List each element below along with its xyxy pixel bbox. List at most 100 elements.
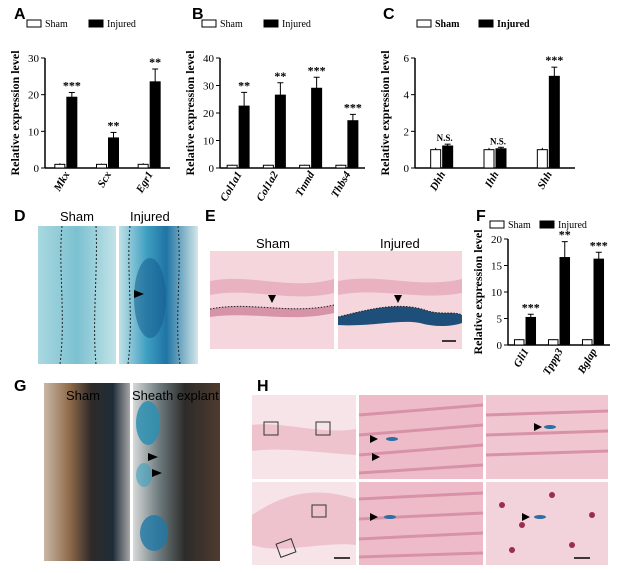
bar-chart-f: 0 5 10 15 20 Relative expression level Sham Inj… bbox=[471, 220, 610, 377]
bar-injured bbox=[593, 258, 605, 346]
significance-label: ** bbox=[108, 118, 120, 132]
panel-g-images bbox=[44, 383, 220, 561]
legend-label-injured: Injured bbox=[107, 19, 136, 30]
legend-label-injured: Injured bbox=[282, 19, 311, 30]
x-category-label: Dhh bbox=[427, 170, 448, 194]
panel-d-photo bbox=[38, 226, 198, 364]
significance-label: ** bbox=[238, 78, 250, 92]
panel-letter-c: C bbox=[383, 6, 395, 23]
panel-e-images bbox=[210, 251, 462, 349]
significance-label: *** bbox=[344, 100, 362, 114]
panel-letter-h: H bbox=[257, 378, 269, 395]
y-tick-label: 6 bbox=[404, 53, 410, 65]
panel-d-label-injured: Injured bbox=[130, 209, 170, 224]
y-tick-label: 15 bbox=[491, 261, 503, 273]
significance-label: *** bbox=[308, 63, 326, 77]
bar-chart-c: 0 2 4 6 Relative expression level Sham Injured… bbox=[378, 19, 575, 194]
bar-sham bbox=[536, 149, 548, 169]
x-category-label: Ihh bbox=[482, 170, 501, 191]
y-tick-label: 40 bbox=[203, 53, 215, 65]
x-category-label: Shh bbox=[535, 170, 555, 192]
y-tick-label: 10 bbox=[491, 287, 503, 299]
panel-letter-e: E bbox=[205, 208, 216, 225]
significance-label: ** bbox=[149, 55, 161, 69]
bar-sham bbox=[96, 163, 107, 169]
bar-sham bbox=[335, 164, 347, 169]
x-category-label: Col1a2 bbox=[254, 169, 281, 203]
legend-swatch-sham bbox=[489, 220, 505, 229]
bar-chart-a: 0 10 20 30 Relative expression level Sham Inju… bbox=[8, 19, 170, 196]
y-axis-label: Relative expression level bbox=[8, 50, 22, 176]
y-tick-label: 30 bbox=[28, 53, 40, 65]
x-category-label: Scx bbox=[95, 169, 114, 190]
bar-injured bbox=[548, 75, 560, 169]
legend-swatch-sham bbox=[416, 19, 432, 28]
significance-label: *** bbox=[63, 78, 81, 92]
legend-swatch-sham bbox=[26, 19, 42, 28]
bar-sham bbox=[262, 164, 274, 169]
x-category-label: Mkx bbox=[51, 169, 73, 194]
bar-sham bbox=[483, 149, 495, 169]
y-axis-label: Relative expression level bbox=[378, 50, 392, 176]
x-category-label: Col1a1 bbox=[218, 170, 245, 204]
panel-letter-b: B bbox=[192, 6, 204, 23]
x-category-label: Thbs4 bbox=[329, 169, 354, 200]
legend-label-injured: Injured bbox=[497, 19, 530, 30]
legend-label-sham: Sham bbox=[45, 19, 68, 30]
bar-injured bbox=[525, 316, 537, 346]
panel-h-photo bbox=[252, 395, 608, 565]
x-category-label: Tnmd bbox=[293, 169, 317, 199]
panel-h-images bbox=[252, 395, 608, 565]
bar-injured bbox=[442, 145, 454, 169]
panel-e-label-injured: Injured bbox=[380, 236, 420, 251]
y-tick-label: 2 bbox=[404, 126, 410, 138]
y-tick-label: 20 bbox=[491, 234, 503, 246]
y-tick-label: 5 bbox=[497, 314, 503, 326]
bar-injured bbox=[238, 105, 250, 169]
significance-label: *** bbox=[590, 238, 608, 252]
bar-sham bbox=[299, 164, 311, 169]
significance-label: ** bbox=[274, 69, 286, 83]
y-tick-label: 4 bbox=[404, 90, 410, 102]
significance-label: N.S. bbox=[437, 133, 453, 143]
bar-sham bbox=[430, 149, 442, 169]
y-tick-label: 20 bbox=[203, 108, 215, 120]
bar-injured bbox=[274, 94, 286, 169]
panel-e-photo bbox=[210, 251, 462, 349]
y-axis-label: Relative expression level bbox=[471, 229, 485, 355]
y-tick-label: 0 bbox=[34, 163, 40, 175]
significance-label: ** bbox=[559, 228, 571, 242]
legend-label-sham: Sham bbox=[435, 19, 460, 30]
panel-d-label-sham: Sham bbox=[60, 209, 94, 224]
bar-injured bbox=[66, 96, 78, 169]
panel-letter-g: G bbox=[14, 378, 27, 395]
x-category-label: Tppp3 bbox=[541, 346, 566, 377]
bar-sham bbox=[547, 339, 559, 346]
y-tick-label: 0 bbox=[209, 163, 215, 175]
y-axis-label: Relative expression level bbox=[183, 50, 197, 176]
panel-d-images bbox=[38, 226, 198, 364]
panel-e-label-sham: Sham bbox=[256, 236, 290, 251]
y-tick-label: 0 bbox=[404, 163, 410, 175]
bar-chart-b: 0 10 20 30 40 Relative expression level Sham In… bbox=[183, 19, 365, 204]
y-tick-label: 20 bbox=[28, 90, 40, 102]
panel-letter-a: A bbox=[14, 6, 26, 23]
bar-injured bbox=[108, 137, 119, 169]
bar-sham bbox=[513, 339, 525, 346]
bar-injured bbox=[311, 87, 323, 169]
x-category-label: Egr1 bbox=[134, 170, 156, 196]
panel-g-label-explant: Sheath explant bbox=[132, 388, 219, 403]
panel-g-photo bbox=[44, 383, 220, 561]
bar-sham bbox=[226, 164, 238, 169]
bar-injured bbox=[559, 257, 571, 346]
legend-swatch-sham bbox=[201, 19, 217, 28]
bar-injured bbox=[149, 81, 161, 169]
legend-swatch-injured bbox=[539, 220, 555, 229]
significance-label: N.S. bbox=[490, 136, 506, 146]
y-tick-label: 10 bbox=[203, 136, 215, 148]
x-category-label: Bglap bbox=[575, 346, 600, 377]
panel-letter-d: D bbox=[14, 208, 26, 225]
bar-sham bbox=[54, 163, 66, 169]
bar-injured bbox=[495, 148, 507, 169]
legend-label-sham: Sham bbox=[508, 220, 531, 231]
